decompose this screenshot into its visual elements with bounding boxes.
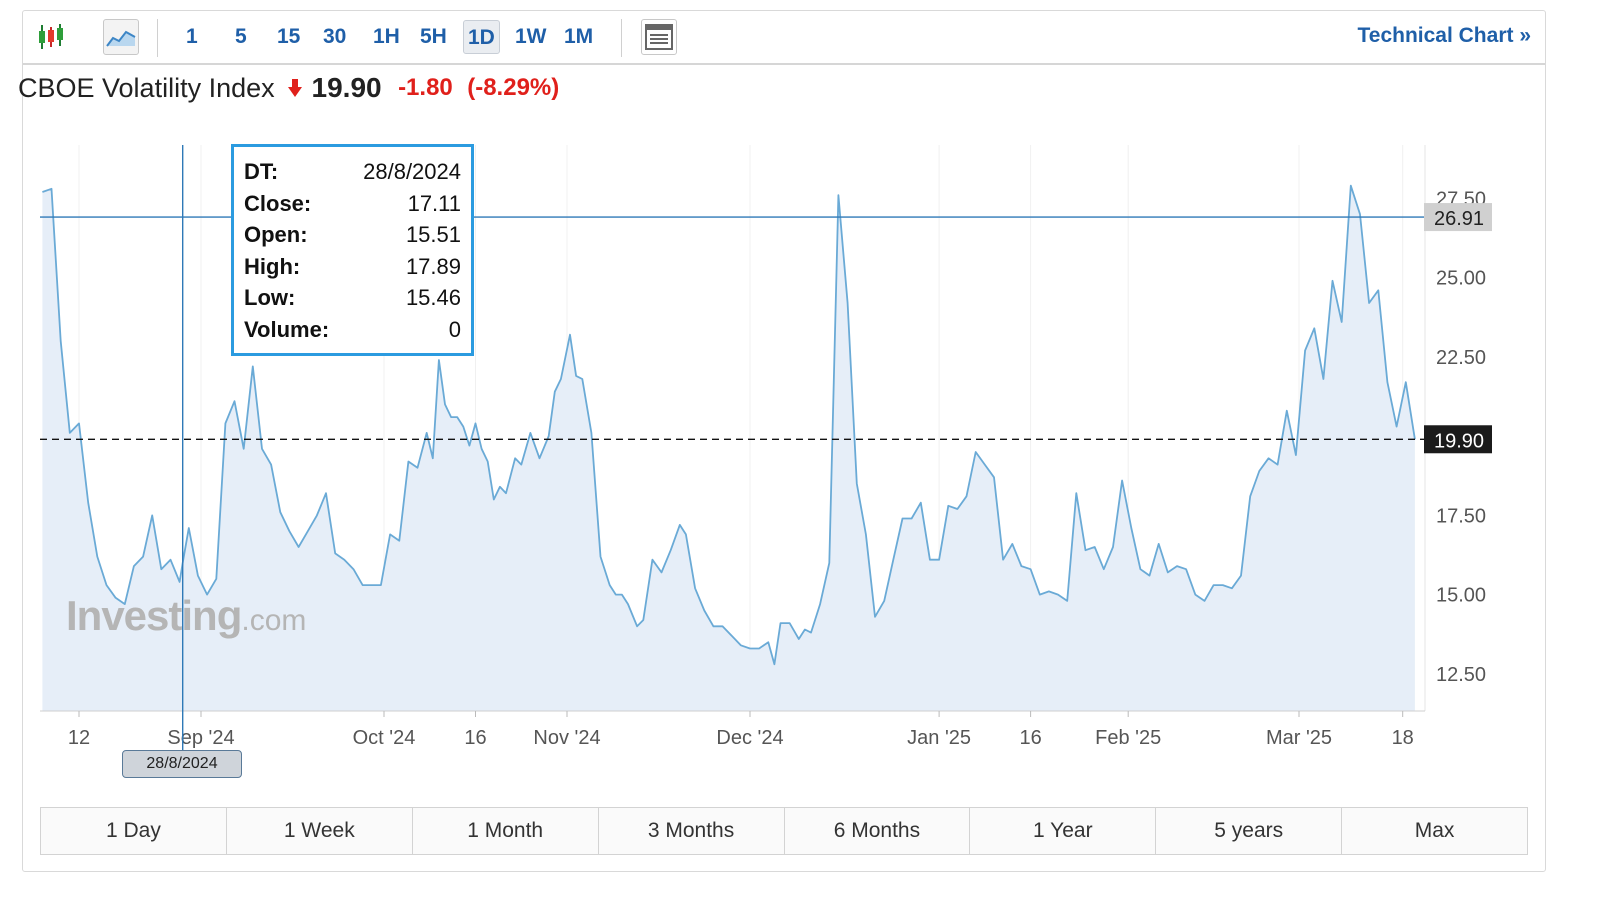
- y-tick-label: 15.00: [1436, 585, 1486, 607]
- technical-chart-link[interactable]: Technical Chart »: [1357, 24, 1532, 47]
- interval-1m[interactable]: 1M: [564, 25, 594, 48]
- period-3-months-button[interactable]: 3 Months: [598, 808, 785, 854]
- period-5-years-button[interactable]: 5 years: [1156, 808, 1343, 854]
- period-1-month-button[interactable]: 1 Month: [412, 808, 599, 854]
- last-price-box: [1424, 425, 1492, 454]
- toolbar-separator: [157, 19, 158, 57]
- interval-1d[interactable]: 1D: [463, 20, 500, 54]
- interval-5[interactable]: 5: [235, 25, 247, 48]
- interval-1w[interactable]: 1W: [515, 25, 547, 48]
- tooltip-key: Volume:: [244, 316, 330, 342]
- price-change-percent: (-8.29%): [467, 74, 560, 101]
- x-tick-label: 18: [1392, 727, 1414, 749]
- tooltip-row: High: 17.89: [244, 251, 461, 283]
- x-tick-label: Nov '24: [533, 727, 600, 749]
- toolbar-separator: [621, 19, 622, 57]
- tooltip-key: DT:: [244, 159, 279, 184]
- period-selector: 1 Day 1 Week 1 Month 3 Months 6 Months 1 Year…: [40, 807, 1528, 855]
- data-tooltip: DT: 28/8/2024 Close: 17.11 Open: 15.51 High: 17…: [231, 144, 474, 356]
- area-chart-icon[interactable]: [103, 19, 139, 55]
- x-tick-label: Mar '25: [1266, 727, 1332, 749]
- tooltip-value: 15.51: [405, 222, 461, 247]
- y-tick-label: 25.00: [1436, 268, 1486, 290]
- y-tick-label: 22.50: [1436, 347, 1486, 369]
- tooltip-key: Low:: [244, 285, 296, 310]
- price-chart[interactable]: 12 Sep '24 Oct '24 16 Nov '24 Dec '24 Jan '25 1…: [0, 0, 1600, 800]
- period-1-week-button[interactable]: 1 Week: [226, 808, 413, 854]
- x-tick-label: Feb '25: [1095, 727, 1161, 749]
- x-tick-label: 16: [464, 727, 486, 749]
- tooltip-row: Close: 17.11: [244, 188, 461, 220]
- period-max-button[interactable]: Max: [1342, 808, 1527, 854]
- price-change: -1.80: [398, 74, 453, 101]
- tooltip-row: Volume: 0: [244, 314, 461, 346]
- period-6-months-button[interactable]: 6 Months: [784, 808, 971, 854]
- watermark-suffix: .com: [241, 604, 307, 637]
- x-tick-label: Dec '24: [716, 727, 783, 749]
- tooltip-value: 28/8/2024: [363, 159, 461, 184]
- tooltip-value: 17.89: [405, 253, 461, 279]
- tooltip-row: DT: 28/8/2024: [244, 156, 461, 188]
- period-1-year-button[interactable]: 1 Year: [970, 808, 1157, 854]
- interval-15[interactable]: 15: [277, 25, 301, 48]
- last-price: 19.90: [311, 72, 382, 103]
- tooltip-value: 15.46: [405, 285, 461, 310]
- x-tick-label: 12: [68, 727, 90, 749]
- y-tick-label: 17.50: [1436, 505, 1486, 527]
- tooltip-key: High:: [244, 253, 301, 279]
- tooltip-key: Open:: [244, 222, 308, 247]
- interval-30[interactable]: 30: [323, 25, 347, 48]
- instrument-header: CBOE Volatility Index 19.90 -1.80 (-8.29…: [18, 72, 559, 108]
- x-tick-label: Jan '25: [907, 727, 971, 749]
- tooltip-row: Open: 15.51: [244, 219, 461, 251]
- tooltip-value: 17.11: [407, 190, 461, 216]
- tooltip-value: 0: [448, 316, 461, 342]
- x-tick-label: Sep '24: [167, 727, 234, 749]
- interval-1h[interactable]: 1H: [373, 25, 400, 48]
- tooltip-key: Close:: [244, 190, 312, 216]
- x-tick-label: Oct '24: [353, 727, 416, 749]
- data-table-icon[interactable]: [641, 19, 677, 55]
- series-line: [42, 184, 1416, 666]
- interval-1[interactable]: 1: [186, 25, 198, 48]
- candlestick-chart-icon[interactable]: [35, 19, 71, 55]
- series-area: [42, 185, 1415, 711]
- y-tick-label: 12.50: [1436, 664, 1486, 686]
- last-price-label: 19.90: [1434, 430, 1484, 452]
- crosshair-value-label: 26.91: [1434, 208, 1484, 230]
- instrument-name: CBOE Volatility Index: [18, 72, 275, 103]
- crosshair-date-flag: 28/8/2024: [122, 750, 242, 778]
- chart-toolbar: 1 5 15 30 1H 5H 1D 1W 1M Technical Chart »: [23, 11, 1545, 65]
- chart-widget: 1 5 15 30 1H 5H 1D 1W 1M Technical Chart »: [22, 10, 1546, 872]
- x-tick-label: 16: [1019, 727, 1041, 749]
- investing-watermark-logo: Investing.com: [66, 592, 306, 640]
- interval-5h[interactable]: 5H: [420, 25, 447, 48]
- tooltip-row: Low: 15.46: [244, 282, 461, 314]
- down-arrow-icon: [287, 78, 303, 98]
- watermark-main: Investing: [66, 592, 242, 639]
- crosshair-value-box: [1424, 203, 1492, 232]
- period-1-day-button[interactable]: 1 Day: [41, 808, 227, 854]
